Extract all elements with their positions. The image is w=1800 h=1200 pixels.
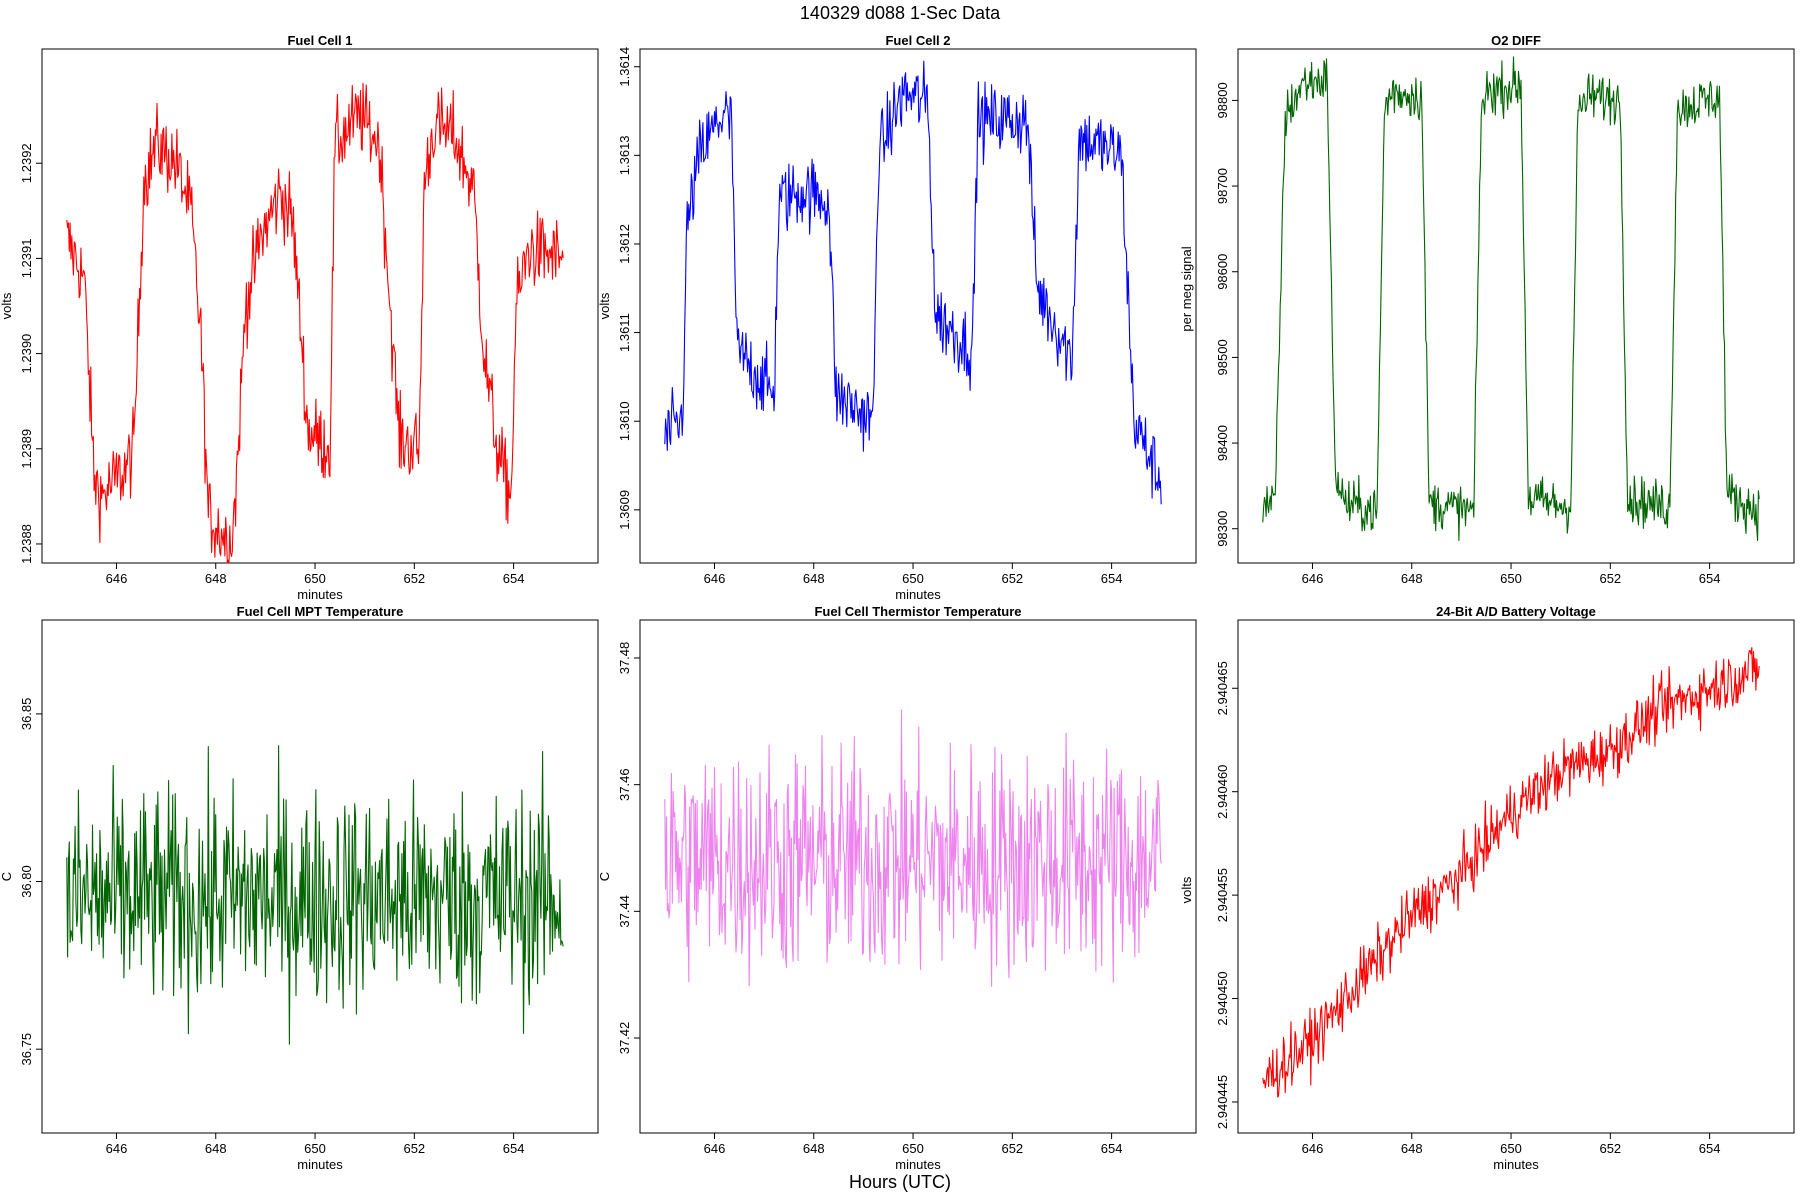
panel-fuel-cell-1: Fuel Cell 1 minutes volts 646 648 650 652 65… bbox=[0, 33, 599, 602]
figure-title: 140329 d088 1-Sec Data bbox=[800, 3, 1001, 23]
series-line bbox=[1262, 647, 1760, 1098]
series-line bbox=[664, 60, 1162, 505]
y-tick-label: 1.3613 bbox=[617, 135, 632, 175]
x-tick-label: 652 bbox=[1599, 1141, 1621, 1156]
y-tick-label: 98600 bbox=[1215, 254, 1230, 290]
y-tick-label: 37.48 bbox=[617, 642, 632, 675]
x-tick-label: 648 bbox=[205, 571, 227, 586]
x-tick-label: 654 bbox=[1101, 1141, 1123, 1156]
x-tick-label: 650 bbox=[902, 571, 924, 586]
y-tick-label: 1.3612 bbox=[617, 224, 632, 264]
series-line bbox=[66, 745, 564, 1045]
x-axis-label: minutes bbox=[1493, 1157, 1539, 1172]
plot-frame bbox=[639, 619, 1197, 1134]
y-tick-label: 37.44 bbox=[617, 895, 632, 928]
panel-title: Fuel Cell 1 bbox=[287, 33, 352, 48]
x-axis-label: minutes bbox=[895, 587, 941, 602]
plot-frame bbox=[1237, 619, 1795, 1134]
x-tick-label: 648 bbox=[803, 1141, 825, 1156]
y-axis-label: C bbox=[0, 872, 14, 881]
x-tick-label: 646 bbox=[704, 1141, 726, 1156]
y-tick-label: 1.3614 bbox=[617, 47, 632, 87]
y-tick-label: 1.3610 bbox=[617, 401, 632, 441]
y-tick-label: 98700 bbox=[1215, 168, 1230, 204]
x-tick-label: 652 bbox=[403, 1141, 425, 1156]
y-tick-label: 37.42 bbox=[617, 1022, 632, 1055]
x-tick-label: 654 bbox=[503, 571, 525, 586]
y-tick-label: 1.2390 bbox=[19, 334, 34, 374]
x-tick-label: 650 bbox=[1500, 1141, 1522, 1156]
y-axis-label: volts bbox=[0, 292, 14, 319]
x-axis-label: minutes bbox=[895, 1157, 941, 1172]
x-tick-label: 654 bbox=[1699, 571, 1721, 586]
y-axis-label: C bbox=[597, 872, 612, 881]
plot-frame bbox=[41, 619, 599, 1134]
x-tick-label: 654 bbox=[1101, 571, 1123, 586]
y-axis-label: volts bbox=[1179, 876, 1194, 903]
x-axis-label: minutes bbox=[297, 587, 343, 602]
x-tick-label: 654 bbox=[1699, 1141, 1721, 1156]
panel-title: Fuel Cell Thermistor Temperature bbox=[814, 604, 1021, 619]
x-tick-label: 648 bbox=[1401, 571, 1423, 586]
y-tick-label: 36.85 bbox=[19, 698, 34, 731]
x-tick-label: 646 bbox=[106, 1141, 128, 1156]
plot-frame bbox=[41, 48, 599, 564]
y-tick-label: 2.940445 bbox=[1215, 1075, 1230, 1129]
x-tick-label: 650 bbox=[1500, 571, 1522, 586]
panel-title: O2 DIFF bbox=[1491, 33, 1541, 48]
panel-mpt-temperature: Fuel Cell MPT Temperature minutes C 646 6… bbox=[0, 604, 599, 1172]
y-tick-label: 1.2391 bbox=[19, 239, 34, 279]
x-tick-label: 646 bbox=[106, 571, 128, 586]
series-line bbox=[66, 82, 564, 564]
plot-frame bbox=[639, 48, 1197, 564]
y-tick-label: 1.3609 bbox=[617, 490, 632, 530]
x-tick-label: 650 bbox=[304, 571, 326, 586]
y-tick-label: 2.940460 bbox=[1215, 765, 1230, 819]
figure-common-xlabel: Hours (UTC) bbox=[849, 1172, 951, 1192]
x-tick-label: 652 bbox=[403, 571, 425, 586]
x-tick-label: 648 bbox=[1401, 1141, 1423, 1156]
plot-frame bbox=[1237, 48, 1795, 564]
panel-thermistor-temperature: Fuel Cell Thermistor Temperature minutes… bbox=[597, 604, 1197, 1172]
y-tick-label: 98800 bbox=[1215, 82, 1230, 118]
y-tick-label: 1.2389 bbox=[19, 429, 34, 469]
x-tick-label: 648 bbox=[205, 1141, 227, 1156]
x-tick-label: 646 bbox=[1302, 1141, 1324, 1156]
x-tick-label: 654 bbox=[503, 1141, 525, 1156]
y-tick-label: 1.3611 bbox=[617, 313, 632, 352]
series-line bbox=[664, 709, 1162, 987]
y-tick-label: 1.2388 bbox=[19, 524, 34, 564]
panel-title: Fuel Cell MPT Temperature bbox=[237, 604, 404, 619]
y-tick-label: 1.2392 bbox=[19, 143, 34, 183]
x-tick-label: 652 bbox=[1001, 1141, 1023, 1156]
x-tick-label: 650 bbox=[902, 1141, 924, 1156]
y-axis-label: per meg signal bbox=[1179, 246, 1194, 331]
x-tick-label: 652 bbox=[1599, 571, 1621, 586]
y-tick-label: 2.940465 bbox=[1215, 661, 1230, 715]
x-axis-label: minutes bbox=[297, 1157, 343, 1172]
y-tick-label: 2.940450 bbox=[1215, 971, 1230, 1025]
y-tick-label: 98400 bbox=[1215, 425, 1230, 461]
x-tick-label: 650 bbox=[304, 1141, 326, 1156]
panel-battery-voltage: 24-Bit A/D Battery Voltage minutes volts… bbox=[1179, 604, 1795, 1172]
panel-o2-diff: O2 DIFF per meg signal 646 648 650 652 654 98… bbox=[1179, 33, 1795, 586]
y-tick-label: 37.46 bbox=[617, 768, 632, 801]
y-tick-label: 2.940455 bbox=[1215, 868, 1230, 922]
y-tick-label: 98500 bbox=[1215, 339, 1230, 375]
y-tick-label: 98300 bbox=[1215, 511, 1230, 547]
x-tick-label: 646 bbox=[704, 571, 726, 586]
panel-title: Fuel Cell 2 bbox=[885, 33, 950, 48]
series-line bbox=[1262, 56, 1760, 542]
y-tick-label: 36.80 bbox=[19, 865, 34, 898]
panel-fuel-cell-2: Fuel Cell 2 minutes volts 646 648 650 652 65… bbox=[597, 33, 1197, 602]
x-tick-label: 652 bbox=[1001, 571, 1023, 586]
panel-title: 24-Bit A/D Battery Voltage bbox=[1436, 604, 1596, 619]
x-tick-label: 646 bbox=[1302, 571, 1324, 586]
y-axis-label: volts bbox=[597, 292, 612, 319]
x-tick-label: 648 bbox=[803, 571, 825, 586]
y-tick-label: 36.75 bbox=[19, 1033, 34, 1066]
